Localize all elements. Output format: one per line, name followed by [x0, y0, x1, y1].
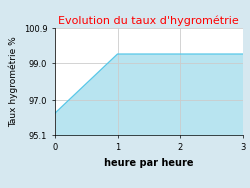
Title: Evolution du taux d'hygrométrie: Evolution du taux d'hygrométrie [58, 16, 239, 26]
X-axis label: heure par heure: heure par heure [104, 158, 194, 168]
Y-axis label: Taux hygrométrie %: Taux hygrométrie % [9, 36, 18, 127]
